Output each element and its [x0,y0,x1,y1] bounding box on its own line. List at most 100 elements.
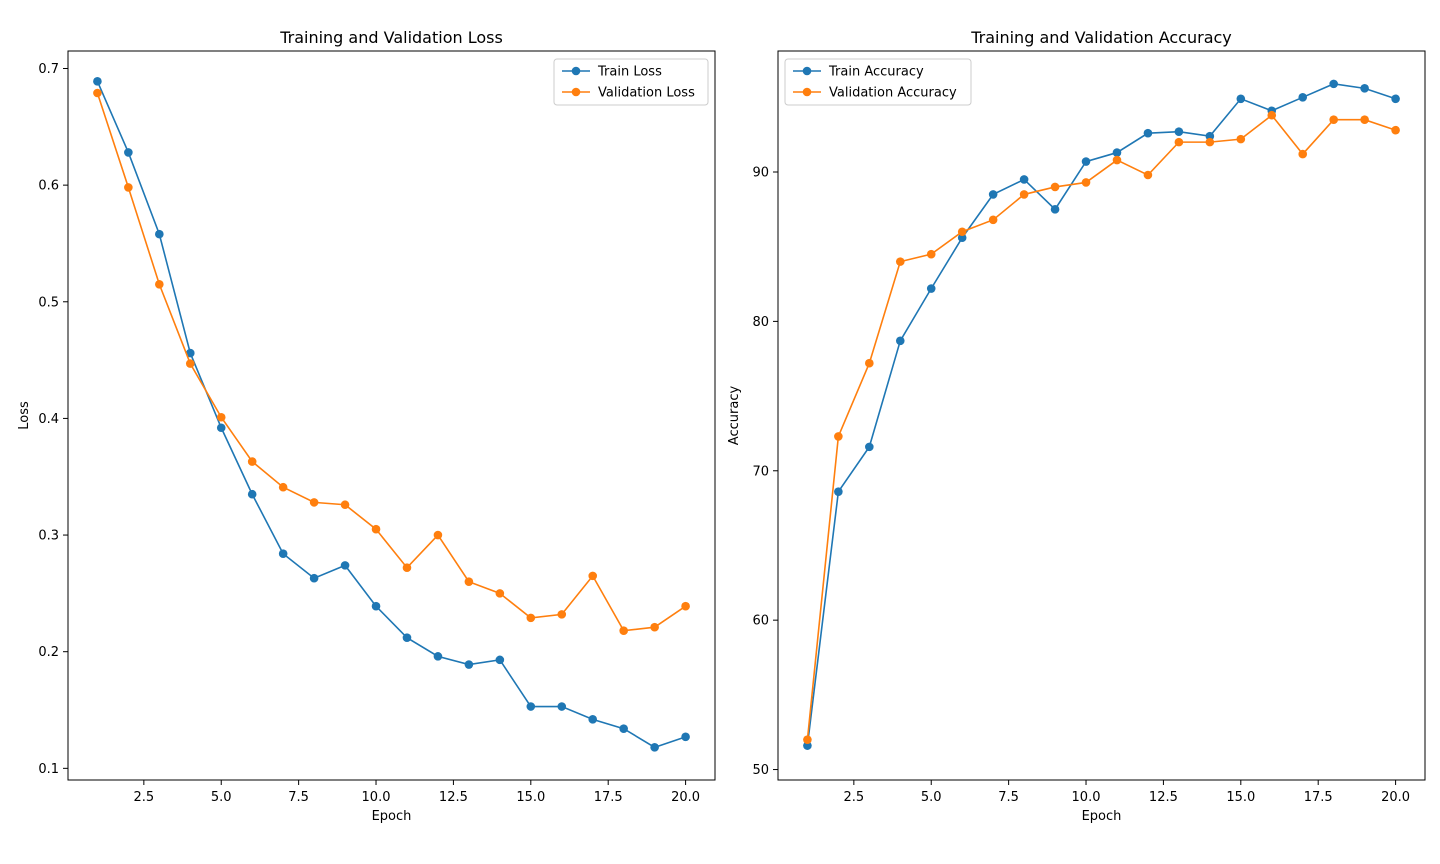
data-point [957,227,967,237]
x-tick-label: 5.0 [211,790,232,805]
data-point [309,498,319,507]
data-point [402,563,412,573]
y-tick-label: 0.2 [38,645,59,660]
data-point [1391,94,1400,104]
data-point [834,487,843,496]
data-point [371,601,381,611]
data-point [803,741,812,750]
data-point [1329,115,1338,125]
x-tick-label: 7.5 [288,790,309,805]
x-tick-label: 15.0 [1226,790,1255,805]
y-tick-label: 0.3 [38,529,59,544]
data-point [185,359,195,368]
data-point [216,423,226,433]
data-point [1050,182,1060,192]
x-tick-label: 17.5 [594,790,623,805]
series-line-1 [96,81,686,749]
y-tick-label: 0.7 [38,62,59,77]
data-point [650,743,659,752]
data-point [803,735,812,744]
data-point [1236,94,1246,104]
y-tick-label: 0.4 [38,412,59,427]
data-point [278,482,288,492]
data-point [433,530,443,540]
data-point [619,626,628,636]
y-tick-label: 0.5 [38,295,59,310]
data-point [185,348,195,358]
x-tick-label: 15.0 [516,790,545,805]
data-point [1174,127,1184,136]
data-point [1050,205,1060,214]
data-point [495,589,505,598]
chart-panel-2: Training and Validation Accuracy 2.5 5.0 7.… [727,28,1426,824]
data-point [371,524,381,534]
legend: Train Accuracy Validation Accuracy [784,58,972,106]
data-point [402,633,412,642]
legend-marker [571,87,581,97]
data-point [340,500,350,510]
x-tick-label: 10.0 [362,790,391,805]
chart-title: Training and Validation Accuracy [970,28,1232,47]
plot-frame [67,50,716,781]
data-point [988,190,998,199]
data-point [1205,137,1215,147]
data-point [1391,125,1400,135]
y-tick-label: 60 [752,614,769,629]
x-tick-label: 10.0 [1072,790,1101,805]
series-line-1 [806,83,1396,746]
data-point [464,660,474,669]
data-point [93,88,102,98]
legend-marker [802,87,812,97]
data-point [895,257,905,266]
data-point [309,573,319,583]
y-tick-label: 90 [752,166,769,181]
data-point [526,702,536,711]
data-point [957,233,967,243]
data-point [926,284,936,293]
data-point [1329,79,1338,89]
data-point [1143,170,1153,180]
data-point [1112,155,1122,165]
x-tick-label: 17.5 [1304,790,1333,805]
data-point [216,412,226,422]
series-line-2 [96,92,687,632]
x-tick-label: 5.0 [921,790,942,805]
chart-panel-1: Training and Validation Loss 2.5 5.0 7.5 10.… [17,28,716,824]
x-tick-label: 2.5 [134,790,155,805]
x-tick-label: 7.5 [998,790,1019,805]
legend-marker [571,66,581,76]
x-tick-label: 20.0 [671,790,700,805]
legend-box [553,58,709,106]
data-point [526,613,536,623]
data-point [1174,137,1184,147]
x-axis-label: Epoch [1082,809,1122,824]
data-point [155,229,164,239]
data-point [464,577,474,587]
data-point [588,715,598,724]
data-point [1019,175,1029,184]
y-axis-label: Accuracy [727,386,742,446]
legend-label: Validation Accuracy [829,86,957,101]
data-point [124,148,133,157]
x-tick-label: 12.5 [439,790,468,805]
data-point [247,457,257,466]
data-point [1112,148,1122,157]
data-point [278,549,288,559]
legend-label: Train Loss [597,65,662,80]
data-point [895,336,905,346]
x-tick-label: 2.5 [844,790,865,805]
data-point [124,183,133,192]
data-point [557,702,567,711]
y-tick-label: 50 [752,763,769,778]
legend-box [784,58,972,106]
data-point [1143,128,1153,138]
data-point [681,732,690,742]
legend: Train Loss Validation Loss [553,58,709,106]
legend-label: Validation Loss [598,86,695,101]
data-point [1081,157,1091,166]
y-tick-label: 0.6 [38,179,59,194]
y-tick-label: 0.1 [38,762,59,777]
data-point [650,622,659,632]
data-point [1360,115,1369,125]
legend-marker [802,66,812,76]
